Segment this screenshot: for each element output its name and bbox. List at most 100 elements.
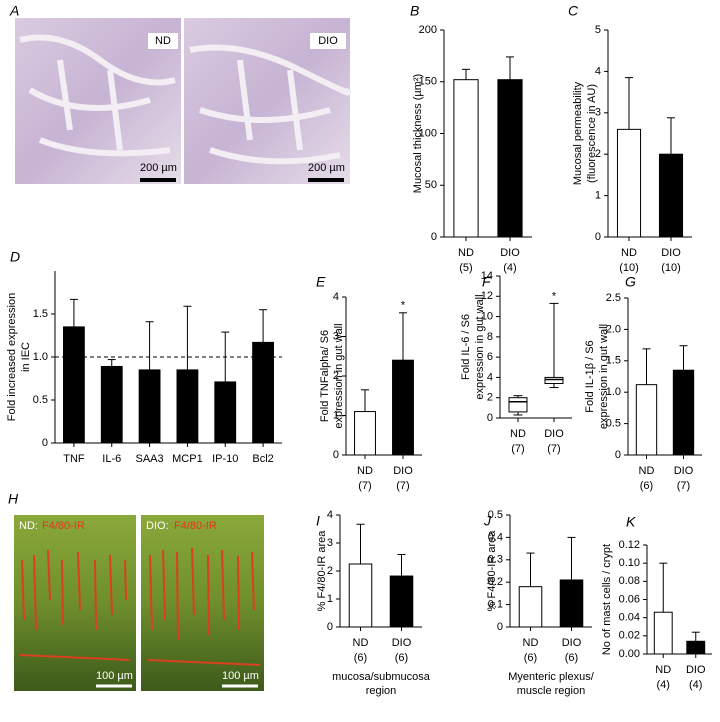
significance-mark: * [552,290,557,302]
y-tick-label: 10 [481,310,493,322]
significance-mark: * [401,300,406,312]
y-tick-label: 0 [333,449,339,461]
bar [176,369,199,444]
x-axis-label: region [366,685,397,697]
y-tick-label: 8 [487,331,493,343]
y-tick-label: 150 [419,76,437,88]
y-tick-label: 0.08 [619,575,640,587]
bar [348,563,373,628]
y-tick-label: 14 [481,270,493,282]
panel-letter: B [410,3,419,19]
y-tick-label: 3 [595,107,601,119]
x-tick-label: DIO [392,637,412,649]
image-texture [147,547,261,666]
y-axis-label: % F4/80-IR area [316,530,328,612]
x-tick-label: ND [621,247,637,259]
y-tick-label: 0.02 [619,630,640,642]
y-axis-label: expression in gut wall [333,323,345,428]
x-tick-label: Bcl2 [252,453,273,465]
image-label: DIO: [146,520,169,532]
x-tick-label: IL-6 [102,453,121,465]
y-tick-label: 1.0 [606,386,621,398]
scale-bar-label: 200 µm [140,162,177,174]
y-tick-label: 6 [487,351,493,363]
scale-bar-label: 100 µm [222,670,259,682]
bar [518,586,543,628]
n-label: (6) [640,480,653,492]
x-axis-label: mucosa/submucosa [332,671,431,683]
x-tick-label: IP-10 [212,453,238,465]
image-label: DIO [318,35,338,47]
bar [389,575,414,628]
y-axis-label: Mucosal thickness (µm²) [412,74,424,193]
y-tick-label: 2 [327,565,333,577]
x-tick-label: MCP1 [172,453,203,465]
image-texture [19,549,131,661]
y-tick-label: 1 [595,190,601,202]
bar [497,79,523,238]
panel-letter: E [316,274,326,290]
y-tick-label: 12 [481,290,493,302]
box [508,397,528,413]
n-label: (7) [396,480,409,492]
x-tick-label: DIO [674,465,694,477]
y-tick-label: 0 [615,449,621,461]
bar [214,381,237,444]
y-tick-label: 0 [595,231,601,243]
panel-letter: F [482,274,492,290]
y-tick-label: 1 [327,593,333,605]
y-tick-label: 4 [487,371,493,383]
image-texture [19,34,176,157]
n-label: (7) [547,443,560,455]
y-tick-label: 5 [595,24,601,36]
bar [453,79,479,238]
y-tick-label: 50 [425,179,437,191]
n-label: (6) [524,652,537,664]
bar [559,579,584,628]
y-axis-label: No of mast cells / crypt [601,544,613,655]
y-tick-label: 1.5 [606,355,621,367]
label-box [148,33,178,49]
y-axis-label: Fold increased expression [6,293,18,421]
image-label: ND: [19,520,38,532]
y-tick-label: 2 [333,370,339,382]
image-label: ND [155,35,171,47]
y-tick-label: 100 [419,127,437,139]
y-tick-label: 0.10 [619,557,640,569]
y-tick-label: 1.0 [33,351,48,363]
label-box [310,33,346,49]
y-tick-label: 0.06 [619,593,640,605]
x-tick-label: DIO [686,664,706,676]
fluorescence-image [14,515,136,691]
n-label: (6) [354,652,367,664]
y-tick-label: 0.5 [488,509,503,521]
x-tick-label: TNF [63,453,85,465]
panel-letter: J [483,513,492,529]
y-tick-label: 0 [327,621,333,633]
y-axis-label: Mucosal permeability [572,81,584,185]
x-tick-label: SAA3 [136,453,164,465]
box [544,376,564,385]
y-tick-label: 0 [497,621,503,633]
x-axis-label: muscle region [517,685,585,697]
x-tick-label: ND [639,465,655,477]
bar [138,369,161,444]
scale-bar-label: 200 µm [308,162,345,174]
y-tick-label: 0.5 [33,394,48,406]
bar [616,128,642,238]
y-tick-label: 4 [327,509,333,521]
stain-label: F4/80-IR [174,520,217,532]
y-axis-label: in IEC [20,342,32,372]
y-tick-label: 0 [42,437,48,449]
y-tick-label: 200 [419,24,437,36]
panel-letter: C [568,3,579,19]
x-tick-label: DIO [500,247,520,259]
y-tick-label: 1.5 [33,308,48,320]
bar [100,365,123,444]
x-tick-label: ND [655,664,671,676]
y-tick-label: 0 [487,412,493,424]
panel-letter: D [10,249,20,265]
panel-letter: G [625,274,636,290]
y-tick-label: 2 [487,392,493,404]
y-tick-label: 0.12 [619,539,640,551]
